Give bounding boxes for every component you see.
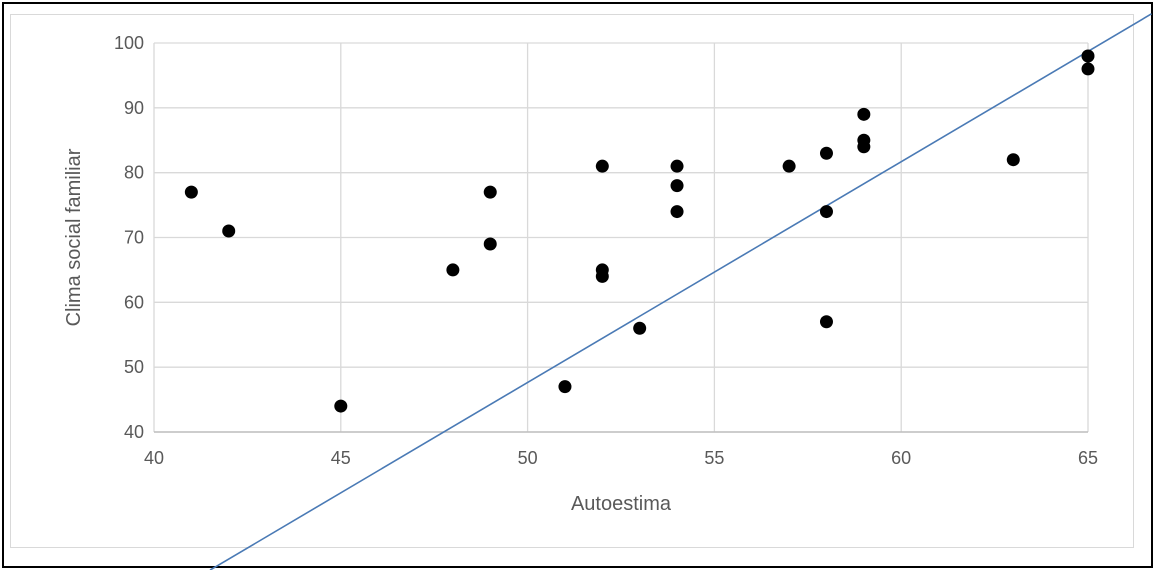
trendline-layer <box>209 13 1152 570</box>
y-tick-label: 70 <box>124 228 144 248</box>
y-tick-label: 90 <box>124 98 144 118</box>
x-tick-label: 55 <box>704 448 724 468</box>
data-point <box>334 399 348 413</box>
y-tick-label: 50 <box>124 357 144 377</box>
x-tick-label: 50 <box>518 448 538 468</box>
data-point <box>558 380 572 394</box>
y-tick-label: 40 <box>124 422 144 442</box>
data-point <box>782 159 796 173</box>
x-axis-title: Autoestima <box>571 493 672 515</box>
data-point <box>819 205 833 219</box>
x-tick-label: 40 <box>144 448 164 468</box>
y-tick-label: 60 <box>124 292 144 312</box>
data-point <box>184 185 198 199</box>
y-axis-title: Clima social familiar <box>63 148 85 326</box>
x-tick-label: 65 <box>1078 448 1098 468</box>
y-tick-label: 80 <box>124 163 144 183</box>
data-point <box>222 224 236 238</box>
data-point <box>446 263 460 277</box>
chart-area <box>10 14 1134 548</box>
data-point <box>595 159 609 173</box>
y-tick-label: 100 <box>114 33 144 53</box>
x-tick-label: 60 <box>891 448 911 468</box>
data-point <box>857 107 871 121</box>
points-layer <box>184 49 1095 413</box>
data-point <box>819 146 833 160</box>
data-point <box>595 269 609 283</box>
data-point <box>670 179 684 193</box>
data-point <box>633 321 647 335</box>
data-point <box>483 237 497 251</box>
data-point <box>483 185 497 199</box>
data-point <box>819 315 833 329</box>
trendline <box>209 13 1152 570</box>
ticks-layer: 40 45 50 55 60 65 40 50 60 70 80 90 100 <box>114 33 1098 468</box>
data-point <box>670 159 684 173</box>
x-tick-label: 45 <box>331 448 351 468</box>
data-point <box>1081 49 1095 63</box>
data-point <box>1081 62 1095 76</box>
data-point <box>857 140 871 154</box>
data-point <box>1006 153 1020 167</box>
grid-layer <box>153 42 1089 433</box>
data-point <box>670 205 684 219</box>
